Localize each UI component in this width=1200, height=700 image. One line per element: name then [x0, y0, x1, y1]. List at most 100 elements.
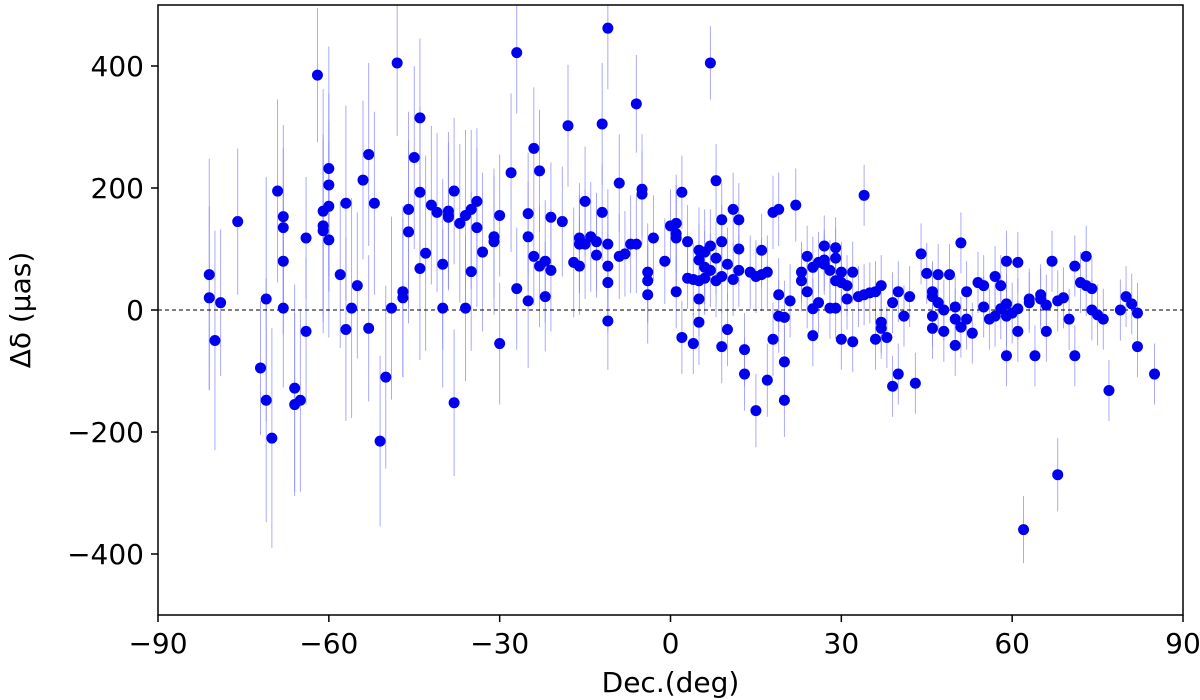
data-point — [528, 142, 540, 154]
data-point — [232, 216, 244, 228]
data-point — [898, 310, 910, 322]
data-point — [465, 266, 477, 278]
data-point — [1103, 385, 1115, 397]
data-point — [892, 286, 904, 298]
y-tick-label: 0 — [126, 294, 144, 327]
data-point — [209, 335, 221, 346]
data-point — [403, 203, 415, 215]
data-point — [1000, 350, 1012, 362]
data-point — [528, 250, 540, 262]
data-point — [875, 322, 887, 334]
data-point — [1046, 255, 1058, 267]
data-point — [841, 280, 853, 292]
data-point — [630, 238, 642, 250]
data-point — [488, 236, 500, 248]
data-point — [721, 258, 733, 270]
data-point — [1012, 325, 1024, 337]
data-point — [659, 255, 671, 267]
data-point — [687, 338, 699, 350]
data-point — [323, 162, 335, 174]
data-point — [471, 195, 483, 207]
data-point — [887, 380, 899, 392]
data-point — [739, 344, 751, 356]
data-point — [795, 266, 807, 278]
data-point — [1040, 299, 1052, 311]
data-point — [795, 275, 807, 287]
data-point — [562, 120, 574, 132]
data-point — [414, 112, 426, 124]
data-point — [824, 264, 836, 276]
data-point — [437, 302, 449, 314]
data-point — [716, 236, 728, 248]
data-point — [926, 310, 938, 322]
data-point — [397, 292, 409, 304]
data-point — [596, 118, 608, 130]
data-point — [414, 186, 426, 198]
data-point — [448, 397, 460, 409]
data-point — [693, 293, 705, 305]
data-point — [841, 293, 853, 305]
data-point — [761, 374, 773, 386]
data-point — [670, 217, 682, 229]
data-point — [938, 304, 950, 316]
data-point — [590, 236, 602, 248]
data-point — [778, 394, 790, 406]
data-point — [590, 249, 602, 261]
data-point — [847, 336, 859, 348]
x-axis-ticks: −90 −60 −30 0 30 60 90 — [128, 615, 1200, 660]
data-point — [431, 206, 443, 218]
data-point — [363, 322, 375, 334]
data-point — [693, 316, 705, 328]
data-point — [272, 185, 284, 197]
data-point — [477, 246, 489, 258]
y-tick-label: 200 — [91, 172, 144, 205]
data-point — [522, 295, 534, 307]
data-point — [995, 280, 1007, 292]
x-tick-label: −90 — [128, 627, 187, 660]
data-point — [767, 333, 779, 345]
data-point — [1035, 289, 1047, 301]
data-point — [545, 264, 557, 276]
data-point — [904, 291, 916, 303]
data-point — [704, 57, 716, 69]
data-point — [676, 331, 688, 343]
data-point — [340, 324, 352, 336]
data-point — [716, 214, 728, 226]
data-point — [619, 248, 631, 260]
data-point — [630, 98, 642, 110]
data-point — [511, 283, 523, 295]
data-point — [340, 197, 352, 209]
data-point — [1131, 341, 1143, 353]
data-point — [1057, 292, 1069, 304]
data-point — [511, 47, 523, 59]
data-point — [716, 270, 728, 282]
data-point — [277, 255, 289, 267]
data-point — [727, 274, 739, 285]
data-point — [790, 199, 802, 211]
data-point — [602, 315, 614, 327]
data-point — [892, 368, 904, 380]
data-point — [573, 260, 585, 272]
data-point — [454, 217, 466, 229]
data-point — [647, 232, 659, 244]
data-point — [1114, 304, 1126, 316]
data-point — [710, 252, 722, 264]
data-point — [978, 280, 990, 292]
data-point — [773, 203, 785, 215]
data-point — [938, 325, 950, 337]
data-point — [203, 269, 215, 281]
data-point — [1052, 469, 1064, 481]
data-point — [949, 339, 961, 351]
data-point — [311, 69, 323, 81]
data-point — [642, 266, 654, 278]
data-point — [961, 286, 973, 298]
data-point — [277, 302, 289, 314]
data-point — [966, 327, 978, 339]
x-tick-label: 30 — [824, 627, 860, 660]
x-tick-label: 60 — [994, 627, 1030, 660]
data-point — [818, 240, 830, 252]
data-point — [260, 394, 272, 406]
data-point — [801, 286, 813, 298]
data-point — [915, 248, 927, 260]
data-point — [385, 302, 397, 314]
